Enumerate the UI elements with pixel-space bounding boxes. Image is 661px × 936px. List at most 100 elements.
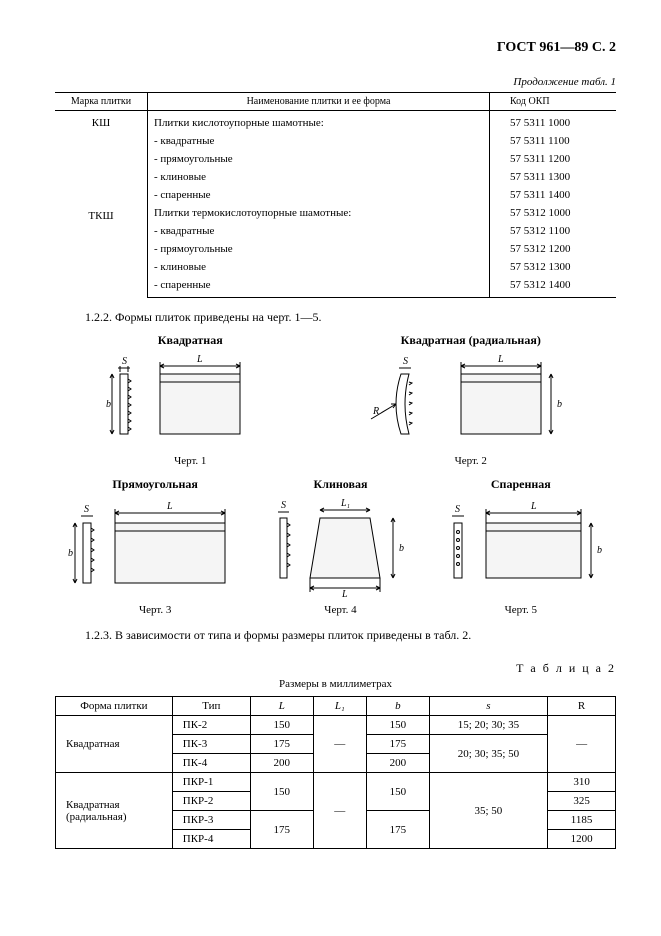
t1-item: - клиновые bbox=[148, 168, 490, 186]
t2-type: ПКР-1 bbox=[172, 773, 250, 792]
t1-item: - квадратные bbox=[148, 222, 490, 240]
t2-header: R bbox=[548, 697, 616, 716]
t1-item-code: 57 5312 1100 bbox=[490, 222, 617, 240]
t2-header: Тип bbox=[172, 697, 250, 716]
figure-row-1: Квадратная S bbox=[55, 333, 616, 467]
t1-item: - спаренные bbox=[148, 186, 490, 204]
svg-text:L: L bbox=[497, 354, 504, 365]
svg-text:S: S bbox=[122, 356, 127, 367]
t2-L1: — bbox=[313, 716, 366, 773]
table-2: Форма плиткиТипLL₁bsR КвадратнаяПК-2150—… bbox=[55, 696, 616, 849]
t2-b: 150 bbox=[366, 716, 429, 735]
t2-b: 175 bbox=[366, 735, 429, 754]
t2-header: s bbox=[429, 697, 547, 716]
t2-b: 175 bbox=[366, 811, 429, 849]
fig5-caption: Черт. 5 bbox=[431, 604, 611, 616]
t2-s: 20; 30; 35; 50 bbox=[429, 735, 547, 773]
svg-text:L₁: L₁ bbox=[340, 498, 350, 509]
continuation-label: Продолжение табл. 1 bbox=[55, 76, 616, 88]
t2-L1: — bbox=[313, 773, 366, 849]
t1-item: - клиновые bbox=[148, 258, 490, 276]
t1-code: 57 5312 1000 bbox=[490, 204, 617, 222]
t1-h1: Марка плитки bbox=[55, 93, 148, 111]
t1-h3: Код ОКП bbox=[490, 93, 617, 111]
t1-item-code: 57 5311 1400 bbox=[490, 186, 617, 204]
svg-text:L: L bbox=[196, 354, 203, 365]
t2-b: 150 bbox=[366, 773, 429, 811]
table-1: Марка плитки Наименование плитки и ее фо… bbox=[55, 92, 616, 298]
figure-3: Прямоугольная S b L Черт. 3 bbox=[60, 477, 250, 616]
svg-text:b: b bbox=[68, 548, 73, 559]
svg-text:b: b bbox=[557, 399, 562, 410]
t1-item-code: 57 5312 1300 bbox=[490, 258, 617, 276]
svg-text:L: L bbox=[530, 501, 537, 512]
fig3-title: Прямоугольная bbox=[60, 477, 250, 492]
t2-type: ПКР-3 bbox=[172, 811, 250, 830]
svg-text:R: R bbox=[372, 406, 379, 417]
fig2-title: Квадратная (радиальная) bbox=[351, 333, 591, 348]
fig2-caption: Черт. 2 bbox=[351, 455, 591, 467]
t1-item: - спаренные bbox=[148, 276, 490, 298]
t2-header: b bbox=[366, 697, 429, 716]
t2-L: 175 bbox=[250, 811, 313, 849]
fig4-caption: Черт. 4 bbox=[260, 604, 420, 616]
t2-s: 15; 20; 30; 35 bbox=[429, 716, 547, 735]
figure-2: Квадратная (радиальная) bbox=[351, 333, 591, 467]
svg-text:b: b bbox=[106, 399, 111, 410]
t1-brand: ТКШ bbox=[55, 204, 148, 298]
t1-item-code: 57 5312 1400 bbox=[490, 276, 617, 298]
t2-b: 200 bbox=[366, 754, 429, 773]
t2-s: 35; 50 bbox=[429, 773, 547, 849]
fig3-caption: Черт. 3 bbox=[60, 604, 250, 616]
svg-text:S: S bbox=[84, 504, 89, 515]
figure-4: Клиновая S L₁ L bbox=[260, 477, 420, 616]
t2-form: Квадратная (радиальная) bbox=[56, 773, 173, 849]
t2-type: ПКР-2 bbox=[172, 792, 250, 811]
t2-header: Форма плитки bbox=[56, 697, 173, 716]
t2-type: ПКР-4 bbox=[172, 830, 250, 849]
svg-text:S: S bbox=[455, 504, 460, 515]
t1-item-code: 57 5311 1300 bbox=[490, 168, 617, 186]
t2-R: 1200 bbox=[548, 830, 616, 849]
t1-title: Плитки кислотоупорные шамотные: bbox=[148, 111, 490, 133]
fig5-title: Спаренная bbox=[431, 477, 611, 492]
table2-label: Т а б л и ц а 2 bbox=[55, 661, 616, 676]
t2-R: 1185 bbox=[548, 811, 616, 830]
t1-code: 57 5311 1000 bbox=[490, 111, 617, 133]
t1-title: Плитки термокислотоупорные шамотные: bbox=[148, 204, 490, 222]
t1-item: - прямоугольные bbox=[148, 150, 490, 168]
t2-L: 200 bbox=[250, 754, 313, 773]
fig1-title: Квадратная bbox=[80, 333, 300, 348]
svg-text:S: S bbox=[281, 500, 286, 511]
svg-text:S: S bbox=[403, 356, 408, 367]
t1-item-code: 57 5312 1200 bbox=[490, 240, 617, 258]
svg-text:L: L bbox=[341, 589, 348, 598]
t2-L: 150 bbox=[250, 716, 313, 735]
svg-text:L: L bbox=[166, 501, 173, 512]
t2-header: L₁ bbox=[313, 697, 366, 716]
t2-type: ПК-3 bbox=[172, 735, 250, 754]
svg-text:b: b bbox=[597, 545, 602, 556]
t2-L: 150 bbox=[250, 773, 313, 811]
t2-form: Квадратная bbox=[56, 716, 173, 773]
paragraph-123: 1.2.3. В зависимости от типа и формы раз… bbox=[85, 628, 616, 643]
t2-R: 310 bbox=[548, 773, 616, 792]
figure-5: Спаренная S L b Черт. 5 bbox=[431, 477, 611, 616]
figure-row-2: Прямоугольная S b L Черт. 3 Клиновая bbox=[55, 477, 616, 616]
t2-type: ПК-4 bbox=[172, 754, 250, 773]
t2-L: 175 bbox=[250, 735, 313, 754]
t2-header: L bbox=[250, 697, 313, 716]
paragraph-122: 1.2.2. Формы плиток приведены на черт. 1… bbox=[85, 310, 616, 325]
t1-h2: Наименование плитки и ее форма bbox=[148, 93, 490, 111]
t1-item-code: 57 5311 1200 bbox=[490, 150, 617, 168]
t1-item: - прямоугольные bbox=[148, 240, 490, 258]
t1-brand: КШ bbox=[55, 111, 148, 205]
t2-type: ПК-2 bbox=[172, 716, 250, 735]
t2-R: 325 bbox=[548, 792, 616, 811]
t2-R: — bbox=[548, 716, 616, 773]
t1-item-code: 57 5311 1100 bbox=[490, 132, 617, 150]
figure-1: Квадратная S bbox=[80, 333, 300, 467]
fig1-caption: Черт. 1 bbox=[80, 455, 300, 467]
t1-item: - квадратные bbox=[148, 132, 490, 150]
svg-text:b: b bbox=[399, 543, 404, 554]
